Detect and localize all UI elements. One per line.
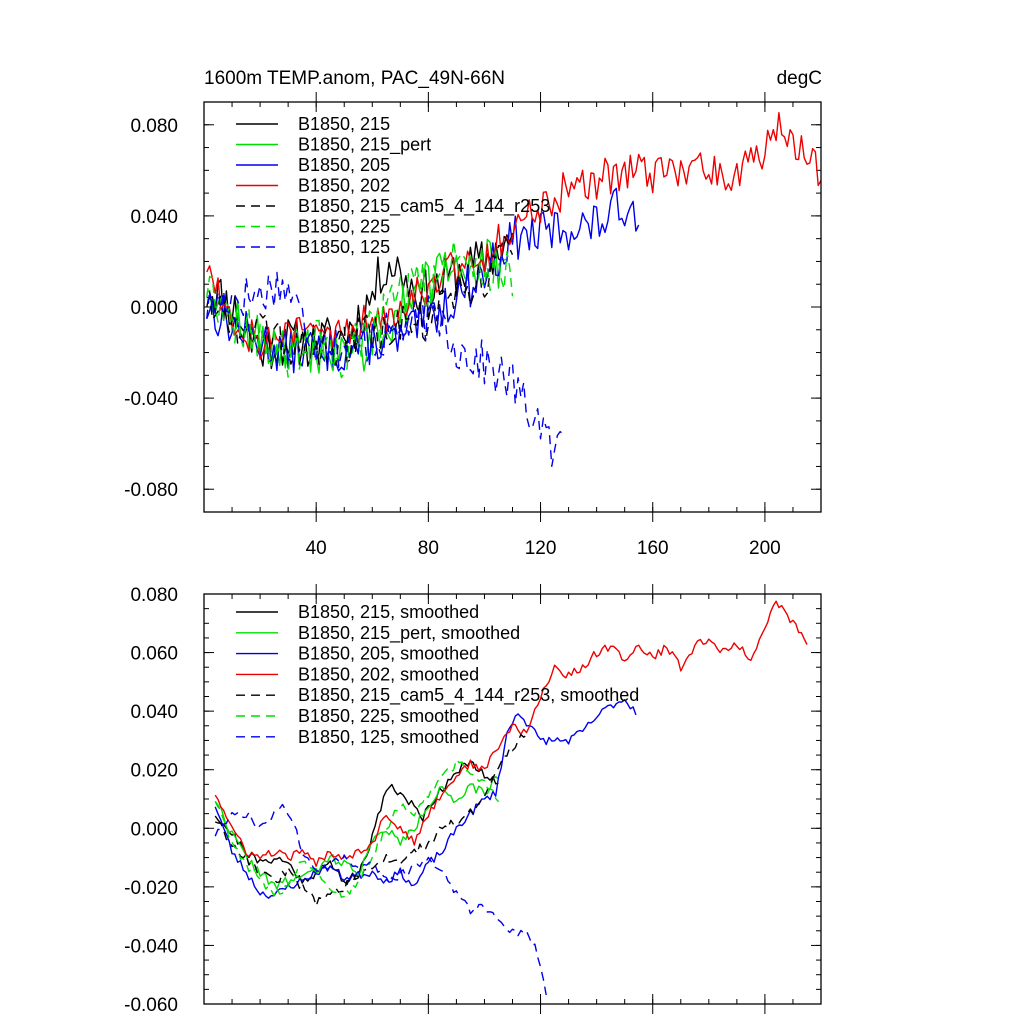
legend-label: B1850, 202, smoothed xyxy=(298,664,479,684)
legend-label: B1850, 215, smoothed xyxy=(298,602,479,622)
legend-label: B1850, 125 xyxy=(298,237,390,257)
top-panel: 1600m TEMP.anom, PAC_49N-66N degC 40 80 12… xyxy=(124,68,822,559)
top-panel-frame xyxy=(203,101,822,513)
legend-label: B1850, 205, smoothed xyxy=(298,644,479,664)
series-line-6 xyxy=(214,758,500,898)
y-tick-label: -0.040 xyxy=(124,389,178,410)
top-panel-series xyxy=(206,112,822,467)
bottom-panel: 0.080 0.060 0.040 0.020 0.000 -0.020 -0.040 -0.… xyxy=(124,584,822,1016)
y-tick-label: -0.020 xyxy=(124,878,178,899)
legend-label: B1850, 125, smoothed xyxy=(298,727,479,747)
top-panel-ticks: 40 80 120 160 200 0.080 0.040 0.000 -0.040 -0.080 xyxy=(124,92,821,559)
series-line-5 xyxy=(206,236,514,366)
x-tick-label: 40 xyxy=(306,538,327,559)
y-tick-label: 0.080 xyxy=(130,585,178,606)
legend-label: B1850, 215 xyxy=(298,114,390,134)
series-line-4 xyxy=(214,600,808,867)
y-tick-label: 0.020 xyxy=(130,761,178,782)
x-tick-label: 80 xyxy=(418,538,439,559)
legend-label: B1850, 202 xyxy=(298,176,390,196)
legend-label: B1850, 225, smoothed xyxy=(298,706,479,726)
y-tick-label: -0.060 xyxy=(124,995,178,1016)
bottom-panel-ticks: 0.080 0.060 0.040 0.020 0.000 -0.020 -0.040 -0.… xyxy=(124,584,821,1016)
bottom-panel-frame xyxy=(203,593,822,1005)
legend-label: B1850, 215_cam5_4_144_r253 xyxy=(298,196,550,217)
series-line-7 xyxy=(206,271,564,467)
chart-title: 1600m TEMP.anom, PAC_49N-66N xyxy=(204,68,505,89)
series-line-4 xyxy=(206,112,822,360)
y-tick-label: -0.040 xyxy=(124,936,178,957)
y-tick-label: 0.000 xyxy=(130,819,178,840)
bottom-panel-series xyxy=(214,600,808,996)
legend-label: B1850, 225 xyxy=(298,217,390,237)
x-tick-label: 160 xyxy=(637,538,669,559)
x-tick-label: 200 xyxy=(749,538,781,559)
y-tick-label: 0.060 xyxy=(130,644,178,665)
legend-label: B1850, 205 xyxy=(298,155,390,175)
y-tick-label: 0.000 xyxy=(130,298,178,319)
units-label: degC xyxy=(777,68,822,89)
y-tick-label: -0.080 xyxy=(124,480,178,501)
series-line-3 xyxy=(214,699,637,899)
legend-label: B1850, 215_cam5_4_144_r253, smoothed xyxy=(298,685,639,706)
y-tick-label: 0.040 xyxy=(130,702,178,723)
series-line-1 xyxy=(214,760,499,886)
x-tick-label: 120 xyxy=(525,538,557,559)
series-line-2 xyxy=(206,238,508,374)
series-line-7 xyxy=(214,803,547,996)
y-tick-label: 0.080 xyxy=(130,116,178,137)
y-tick-label: 0.040 xyxy=(130,207,178,228)
legend-label: B1850, 215_pert xyxy=(298,135,431,156)
legend-label: B1850, 215_pert, smoothed xyxy=(298,623,520,644)
series-line-5 xyxy=(214,734,527,907)
